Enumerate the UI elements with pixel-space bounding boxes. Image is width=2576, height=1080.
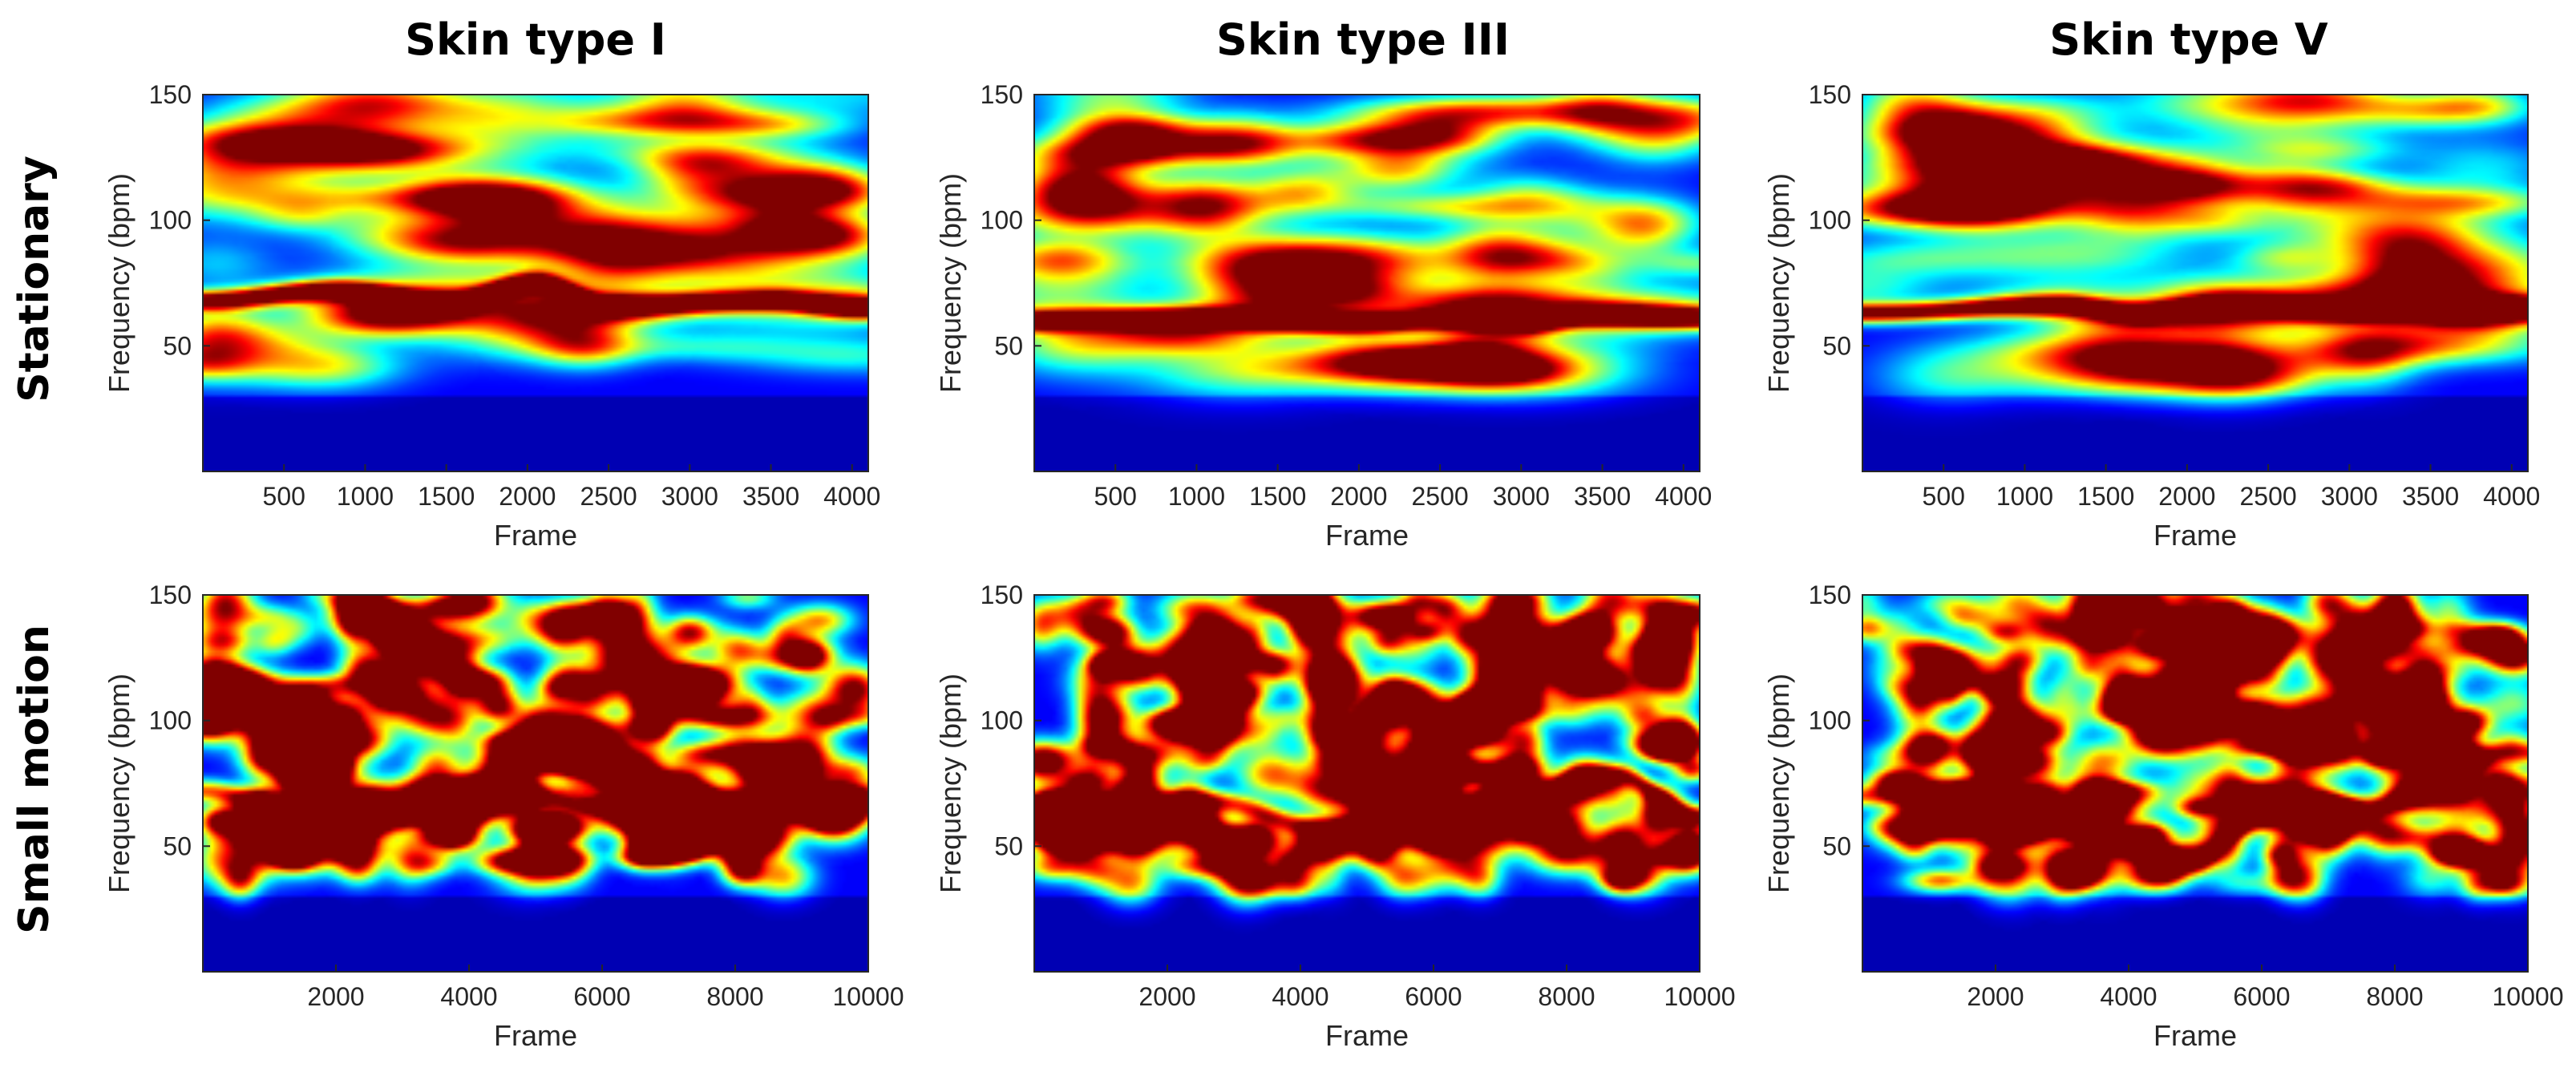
y-tick-label: 100: [981, 206, 1023, 235]
plot-frame: [202, 594, 869, 973]
x-tick-label: 2500: [580, 482, 637, 511]
x-tick-label: 3500: [2402, 482, 2459, 511]
plot-frame: [1033, 594, 1700, 973]
row-title-stationary: Stationary: [10, 156, 59, 402]
x-tick-label: 4000: [440, 982, 497, 1011]
heatmap-panels: 500 1000 1500 2000 2500 3000 3500 4000 50 100 150 F…: [103, 80, 2563, 1052]
x-tick-label: 10000: [2493, 982, 2564, 1011]
x-tick-label: 10000: [1664, 982, 1736, 1011]
x-tick-label: 2500: [1412, 482, 1469, 511]
y-axis-label: Frequency (bpm): [934, 673, 967, 893]
y-tick-label: 100: [149, 706, 192, 735]
heatmap-panel-5: 2000 4000 6000 8000 10000 50 100 150 Frame Freque…: [1762, 580, 2563, 1052]
plot-frame: [1862, 594, 2529, 973]
heatmap-panel-1: 500 1000 1500 2000 2500 3000 3500 4000 50 100 150 F…: [934, 80, 1712, 552]
x-tick-label: 6000: [573, 982, 630, 1011]
x-axis-label: Frame: [494, 519, 577, 552]
heatmap-image-4: [1034, 595, 1700, 972]
y-tick-label: 50: [163, 331, 192, 360]
x-tick-label: 1000: [1996, 482, 2053, 511]
x-tick-label: 8000: [1538, 982, 1595, 1011]
heatmap-panel-0: 500 1000 1500 2000 2500 3000 3500 4000 50 100 150 F…: [103, 80, 880, 552]
x-tick-label: 500: [263, 482, 305, 511]
column-title-skin-type-1: Skin type I: [405, 14, 666, 65]
x-tick-label: 4000: [2100, 982, 2157, 1011]
x-tick-label: 10000: [833, 982, 904, 1011]
x-tick-label: 3000: [661, 482, 718, 511]
x-tick-label: 3000: [1493, 482, 1550, 511]
y-axis-label: Frequency (bpm): [1762, 673, 1795, 893]
y-tick-label: 100: [981, 706, 1023, 735]
x-tick-label: 2000: [1138, 982, 1195, 1011]
y-tick-label: 100: [149, 206, 192, 235]
y-tick-label: 100: [1809, 206, 1851, 235]
heatmap-image-2: [1862, 95, 2528, 471]
x-tick-label: 3500: [1574, 482, 1631, 511]
heatmap-image-0: [203, 95, 868, 471]
y-tick-label: 50: [1822, 831, 1851, 860]
x-tick-label: 1500: [1249, 482, 1306, 511]
plot-frame: [1033, 94, 1700, 472]
x-tick-label: 6000: [1405, 982, 1462, 1011]
heatmap-image-5: [1862, 595, 2528, 972]
x-tick-label: 4000: [2483, 482, 2540, 511]
x-tick-label: 2000: [2158, 482, 2215, 511]
x-tick-label: 8000: [2366, 982, 2423, 1011]
x-tick-label: 2000: [1967, 982, 2024, 1011]
x-tick-label: 4000: [1272, 982, 1328, 1011]
y-tick-label: 50: [163, 831, 192, 860]
plot-frame: [1862, 94, 2529, 472]
heatmap-image-1: [1034, 95, 1700, 471]
x-tick-label: 2000: [1330, 482, 1387, 511]
x-tick-label: 2000: [499, 482, 556, 511]
x-tick-label: 1000: [337, 482, 394, 511]
heatmap-panel-2: 500 1000 1500 2000 2500 3000 3500 4000 50 100 150 F…: [1762, 80, 2540, 552]
plot-frame: [202, 94, 869, 472]
x-tick-label: 500: [1094, 482, 1137, 511]
x-axis-label: Frame: [1325, 519, 1409, 552]
x-axis-label: Frame: [2153, 1019, 2237, 1052]
x-axis-label: Frame: [1325, 1019, 1409, 1052]
y-tick-label: 150: [149, 80, 192, 109]
y-tick-label: 150: [981, 580, 1023, 609]
x-tick-label: 1500: [2077, 482, 2134, 511]
y-tick-label: 150: [149, 580, 192, 609]
heatmap-image-3: [203, 595, 868, 972]
y-tick-label: 150: [1809, 80, 1851, 109]
x-tick-label: 4000: [823, 482, 880, 511]
x-tick-label: 6000: [2233, 982, 2290, 1011]
y-axis-label: Frequency (bpm): [103, 673, 135, 893]
x-tick-label: 3000: [2321, 482, 2378, 511]
y-tick-label: 100: [1809, 706, 1851, 735]
x-tick-label: 8000: [706, 982, 763, 1011]
x-axis-label: Frame: [494, 1019, 577, 1052]
x-tick-label: 2500: [2240, 482, 2297, 511]
x-tick-label: 3500: [742, 482, 799, 511]
x-tick-label: 2000: [307, 982, 364, 1011]
y-tick-label: 150: [981, 80, 1023, 109]
heatmap-panel-3: 2000 4000 6000 8000 10000 50 100 150 Frame Freque…: [103, 580, 904, 1052]
y-tick-label: 50: [994, 831, 1023, 860]
x-tick-label: 500: [1923, 482, 1965, 511]
y-axis-label: Frequency (bpm): [934, 173, 967, 393]
y-tick-label: 150: [1809, 580, 1851, 609]
x-axis-label: Frame: [2153, 519, 2237, 552]
column-title-skin-type-5: Skin type V: [2049, 14, 2328, 65]
column-title-skin-type-3: Skin type III: [1216, 14, 1510, 65]
row-title-small-motion: Small motion: [10, 625, 59, 934]
x-tick-label: 1000: [1168, 482, 1225, 511]
y-axis-label: Frequency (bpm): [103, 173, 135, 393]
x-tick-label: 1500: [418, 482, 475, 511]
y-tick-label: 50: [1822, 331, 1851, 360]
heatmap-panel-4: 2000 4000 6000 8000 10000 50 100 150 Frame Freque…: [934, 580, 1735, 1052]
y-tick-label: 50: [994, 331, 1023, 360]
y-axis-label: Frequency (bpm): [1762, 173, 1795, 393]
x-tick-label: 4000: [1655, 482, 1712, 511]
